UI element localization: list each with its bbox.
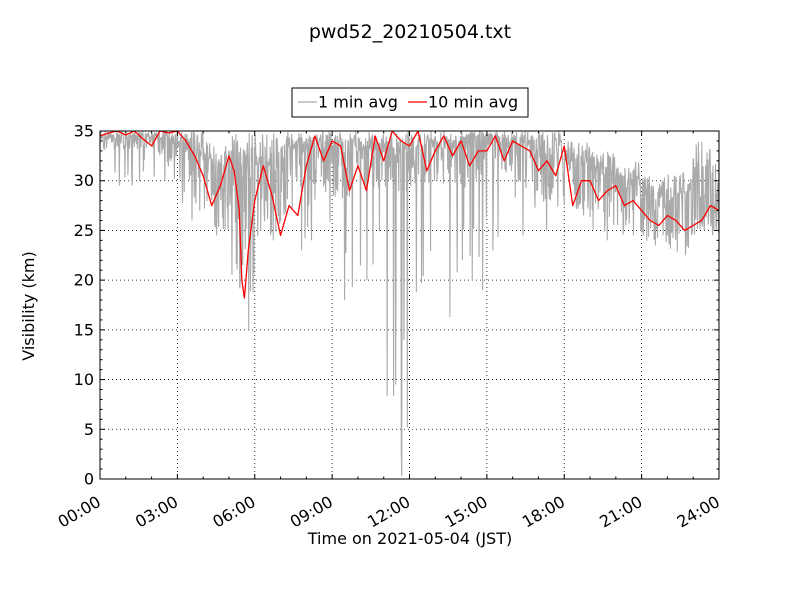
legend-label-1min: 1 min avg (318, 93, 398, 112)
x-tick-label: 24:00 (674, 492, 723, 532)
y-tick-label: 0 (84, 470, 94, 489)
x-tick-label: 06:00 (209, 492, 258, 532)
x-tick-label: 03:00 (132, 492, 181, 532)
x-tick-label: 12:00 (364, 492, 413, 532)
chart-title: pwd52_20210504.txt (309, 21, 511, 43)
y-tick-label: 30 (74, 171, 94, 190)
x-tick-label: 09:00 (287, 492, 336, 532)
y-tick-label: 35 (74, 122, 94, 141)
y-tick-label: 15 (74, 320, 94, 339)
plot-area (99, 130, 720, 480)
series-line-10min (100, 131, 719, 299)
series-layer (100, 131, 719, 477)
series-line-1min (100, 131, 719, 477)
y-axis-label: Visibility (km) (19, 251, 38, 360)
x-tick-labels: 00:00 03:00 06:00 09:00 12:00 15:00 18:00 21:00… (55, 492, 723, 532)
y-tick-label: 20 (74, 271, 94, 290)
x-tick-label: 18:00 (519, 492, 568, 532)
x-tick-label: 15:00 (441, 492, 490, 532)
x-axis-label: Time on 2021-05-04 (JST) (307, 529, 512, 548)
ticks (99, 130, 720, 480)
y-tick-label: 25 (74, 221, 94, 240)
legend-label-10min: 10 min avg (428, 93, 518, 112)
legend: 1 min avg 10 min avg (291, 87, 529, 118)
y-tick-labels: 0 5 10 15 20 25 30 35 (74, 122, 94, 489)
x-tick-label: 00:00 (55, 492, 104, 532)
y-tick-label: 10 (74, 370, 94, 389)
y-tick-label: 5 (84, 420, 94, 439)
x-tick-label: 21:00 (596, 492, 645, 532)
